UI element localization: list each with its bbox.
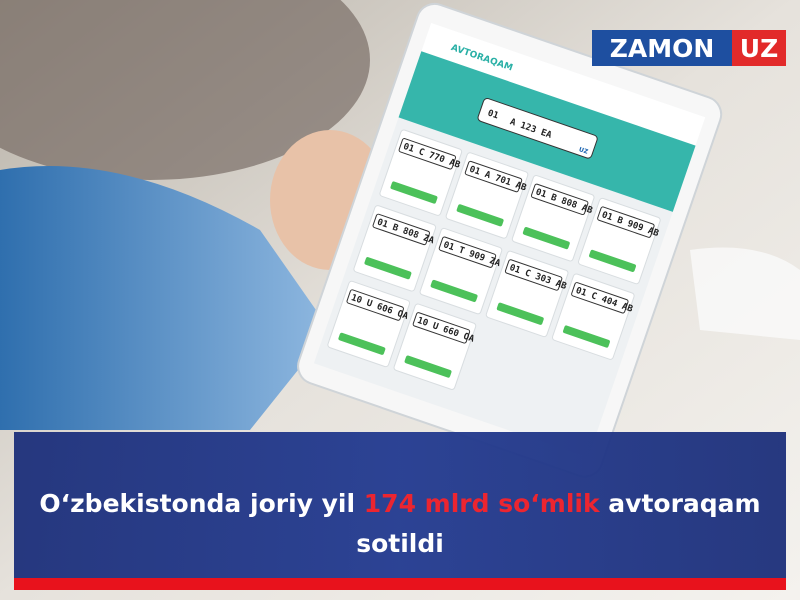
plate-frame xyxy=(504,259,563,291)
plate-frame xyxy=(571,282,629,314)
main-plate xyxy=(477,97,598,159)
plate-button xyxy=(496,302,544,325)
plate-button xyxy=(430,279,478,303)
plate-button xyxy=(338,332,386,355)
headline-text: O‘zbekistonda joriy yil xyxy=(39,489,363,518)
plate-button xyxy=(563,325,610,348)
plate-country: UZ xyxy=(578,146,590,156)
logo-suffix: UZ xyxy=(740,34,778,63)
plate-button xyxy=(390,181,438,204)
paper xyxy=(690,247,800,340)
logo-main-bg xyxy=(592,30,732,66)
plate-frame xyxy=(398,138,457,170)
headline-banner xyxy=(14,432,786,578)
plate-region: 01 xyxy=(486,109,500,122)
plate-frame xyxy=(530,183,589,216)
person-head xyxy=(0,0,370,180)
logo: ZAMON UZ xyxy=(592,30,786,66)
sleeve xyxy=(0,166,330,430)
plate-frame xyxy=(372,213,430,246)
plate-frame xyxy=(412,312,471,344)
headline-line2: sotildi xyxy=(356,529,444,558)
plate-frame xyxy=(346,289,404,321)
headline-line1: O‘zbekistonda joriy yil 174 mlrd so‘mlik… xyxy=(39,489,760,518)
plate-frame xyxy=(597,206,655,238)
plate-button xyxy=(364,257,412,280)
logo-suffix-bg xyxy=(732,30,786,66)
plate-button xyxy=(456,204,504,227)
headline-stripe xyxy=(14,578,786,590)
plate-button xyxy=(522,227,570,250)
logo-name: ZAMON xyxy=(610,34,715,63)
headline-text: avtoraqam xyxy=(600,489,761,518)
headline-highlight: 174 mlrd so‘mlik xyxy=(364,489,601,518)
site-header xyxy=(421,22,706,146)
plate-button xyxy=(404,355,452,378)
plate-frame xyxy=(464,160,523,193)
plate-button xyxy=(589,249,636,272)
plate-frame xyxy=(438,236,497,268)
